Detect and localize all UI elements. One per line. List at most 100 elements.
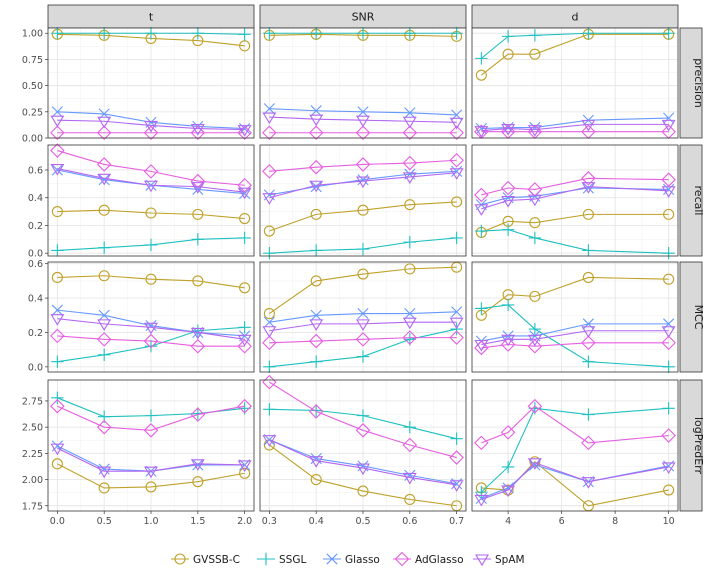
data-point xyxy=(404,469,416,481)
data-point xyxy=(263,308,275,320)
data-point xyxy=(310,453,322,465)
data-point xyxy=(501,298,515,312)
data-point xyxy=(143,125,159,141)
data-point xyxy=(238,231,251,245)
series-line xyxy=(481,123,669,132)
series-SpAM xyxy=(50,314,252,347)
y-tick-label: 2.75 xyxy=(22,396,43,407)
data-point xyxy=(582,208,594,220)
data-point xyxy=(581,182,596,194)
panel-border xyxy=(471,261,679,373)
data-point xyxy=(450,432,463,445)
data-point xyxy=(403,420,417,434)
data-point xyxy=(582,408,595,421)
data-point xyxy=(144,409,158,422)
data-point xyxy=(527,398,543,414)
data-point xyxy=(661,326,676,338)
data-point xyxy=(529,48,541,60)
data-point xyxy=(527,194,542,207)
series-SSGL xyxy=(263,403,463,445)
data-point xyxy=(501,223,515,236)
data-point xyxy=(308,125,324,141)
series-line xyxy=(57,275,245,289)
data-point xyxy=(190,124,205,136)
series-line xyxy=(269,337,457,344)
data-point xyxy=(190,459,205,471)
x-tick-label: 0.7 xyxy=(449,516,464,527)
y-tick-label: 2.50 xyxy=(22,423,43,434)
data-point xyxy=(97,173,112,186)
data-point xyxy=(51,164,63,176)
data-point xyxy=(97,319,112,331)
x-tick-label: 2.0 xyxy=(237,516,252,527)
series-AdGlasso xyxy=(262,374,464,465)
row-strip-bg xyxy=(679,27,703,139)
data-point xyxy=(357,204,369,216)
data-point xyxy=(144,466,158,479)
panel-recall-d xyxy=(471,144,679,260)
series-AdGlasso xyxy=(50,398,252,438)
data-point xyxy=(190,173,206,189)
data-point xyxy=(237,187,252,200)
data-point xyxy=(355,332,371,347)
data-point xyxy=(661,186,676,198)
data-point xyxy=(356,176,370,189)
panel-logPredErr-t xyxy=(47,379,255,512)
data-point xyxy=(192,459,204,471)
data-point xyxy=(143,423,159,438)
y-tick-label: 0.0 xyxy=(28,362,43,373)
row-strip-label: precision xyxy=(692,58,705,108)
data-point xyxy=(310,181,322,193)
data-point xyxy=(262,112,277,125)
panel-border xyxy=(471,379,679,512)
series-SSGL xyxy=(51,27,251,41)
data-point xyxy=(402,317,417,330)
data-point xyxy=(402,125,418,141)
data-point xyxy=(96,419,112,435)
data-point xyxy=(356,350,370,363)
data-point xyxy=(239,212,251,225)
panel-recall-t xyxy=(47,143,255,257)
data-point xyxy=(501,334,516,347)
data-point xyxy=(449,152,464,168)
data-point xyxy=(402,172,417,184)
x-tick-label: 0.6 xyxy=(402,516,417,527)
series-line xyxy=(57,168,245,193)
data-point xyxy=(51,391,64,405)
data-point xyxy=(308,404,324,419)
panel-border xyxy=(471,27,679,139)
data-point xyxy=(262,193,277,205)
row-strip-logPredErr: logPredErr xyxy=(679,379,705,512)
data-point xyxy=(581,119,596,132)
x-tick-label: 8 xyxy=(612,516,618,527)
series-line xyxy=(269,201,457,232)
legend: GVSSB-C SSGL Glasso AdGlasso SpAM xyxy=(171,551,525,567)
data-point xyxy=(145,481,157,493)
data-point xyxy=(145,273,157,285)
data-point xyxy=(402,116,417,129)
series-GVSSB-C xyxy=(51,204,251,225)
data-point xyxy=(449,125,464,141)
series-line xyxy=(269,321,457,332)
data-point xyxy=(500,425,516,440)
panel-border xyxy=(471,144,679,257)
data-point xyxy=(356,242,370,256)
data-point xyxy=(581,326,596,338)
data-point xyxy=(404,107,416,119)
row-strip-label: MCC xyxy=(692,305,705,330)
data-point xyxy=(501,124,516,136)
data-point xyxy=(308,159,324,175)
data-point xyxy=(192,208,204,220)
data-point xyxy=(502,48,514,60)
data-point xyxy=(50,164,65,176)
data-point xyxy=(403,27,417,40)
data-point xyxy=(238,321,251,334)
series-line xyxy=(269,444,457,507)
data-point xyxy=(529,456,541,468)
x-tick-label: 6 xyxy=(559,516,565,527)
data-point xyxy=(97,241,111,254)
series-AdGlasso xyxy=(474,171,676,203)
panel-border xyxy=(47,261,255,373)
data-point xyxy=(527,458,542,470)
